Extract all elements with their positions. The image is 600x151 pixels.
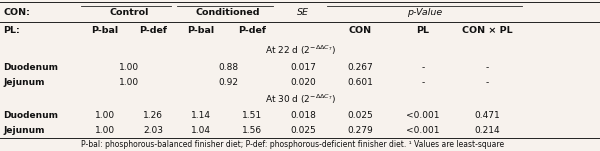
Text: 0.214: 0.214 xyxy=(475,126,500,135)
Text: P-def: P-def xyxy=(238,26,266,35)
Text: P-bal: P-bal xyxy=(187,26,215,35)
Text: At 22 d ($2^{-\Delta\Delta C_T}$): At 22 d ($2^{-\Delta\Delta C_T}$) xyxy=(265,44,335,57)
Text: Jejunum: Jejunum xyxy=(3,78,44,87)
Text: Control: Control xyxy=(109,8,149,17)
Text: 1.00: 1.00 xyxy=(119,78,139,87)
Text: PL:: PL: xyxy=(3,26,20,35)
Text: p-Value: p-Value xyxy=(407,8,442,17)
Text: At 30 d ($2^{-\Delta\Delta C_T}$): At 30 d ($2^{-\Delta\Delta C_T}$) xyxy=(265,92,335,106)
Text: 0.267: 0.267 xyxy=(347,63,373,72)
Text: 1.56: 1.56 xyxy=(242,126,262,135)
Text: 1.00: 1.00 xyxy=(119,63,139,72)
Text: 0.279: 0.279 xyxy=(347,126,373,135)
Text: CON:: CON: xyxy=(3,8,30,17)
Text: 1.51: 1.51 xyxy=(242,111,262,120)
Text: CON: CON xyxy=(349,26,371,35)
Text: CON × PL: CON × PL xyxy=(462,26,513,35)
Text: 0.92: 0.92 xyxy=(218,78,238,87)
Text: -: - xyxy=(421,78,425,87)
Text: P-bal: phosphorous-balanced finisher diet; P-def: phosphorous-deficient finisher: P-bal: phosphorous-balanced finisher die… xyxy=(81,140,504,149)
Text: 0.018: 0.018 xyxy=(290,111,316,120)
Text: 1.26: 1.26 xyxy=(143,111,163,120)
Text: 1.00: 1.00 xyxy=(95,126,115,135)
Text: -: - xyxy=(421,63,425,72)
Text: 0.020: 0.020 xyxy=(290,78,316,87)
Text: Duodenum: Duodenum xyxy=(3,111,58,120)
Text: Conditioned: Conditioned xyxy=(196,8,260,17)
Text: <0.001: <0.001 xyxy=(406,111,440,120)
Text: 0.017: 0.017 xyxy=(290,63,316,72)
Text: P-def: P-def xyxy=(139,26,167,35)
Text: 2.03: 2.03 xyxy=(143,126,163,135)
Text: Duodenum: Duodenum xyxy=(3,63,58,72)
Text: 0.025: 0.025 xyxy=(347,111,373,120)
Text: P-bal: P-bal xyxy=(91,26,119,35)
Text: 1.00: 1.00 xyxy=(95,111,115,120)
Text: 0.025: 0.025 xyxy=(290,126,316,135)
Text: 0.601: 0.601 xyxy=(347,78,373,87)
Text: 1.04: 1.04 xyxy=(191,126,211,135)
Text: <0.001: <0.001 xyxy=(406,126,440,135)
Text: PL: PL xyxy=(416,26,430,35)
Text: 1.14: 1.14 xyxy=(191,111,211,120)
Text: 0.471: 0.471 xyxy=(475,111,500,120)
Text: -: - xyxy=(486,78,489,87)
Text: SE: SE xyxy=(297,8,309,17)
Text: -: - xyxy=(486,63,489,72)
Text: 0.88: 0.88 xyxy=(218,63,238,72)
Text: Jejunum: Jejunum xyxy=(3,126,44,135)
